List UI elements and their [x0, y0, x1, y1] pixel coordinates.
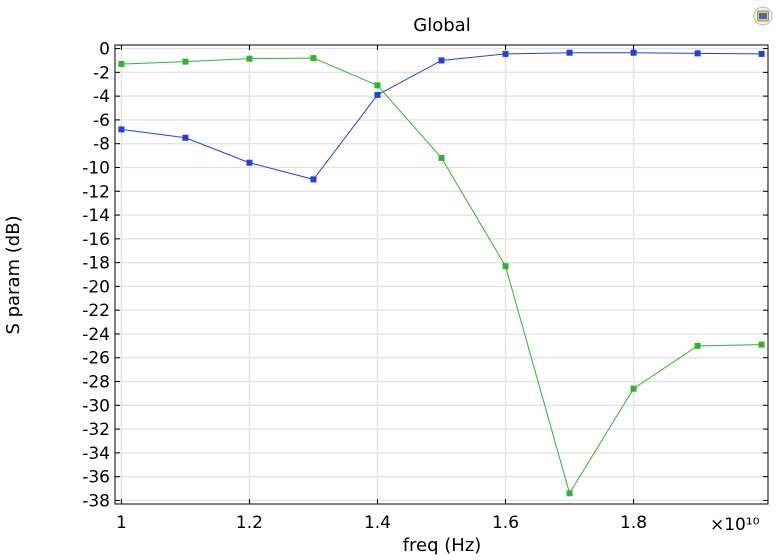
y-tick-label: -20: [82, 277, 110, 297]
series-2-point: [694, 342, 701, 349]
y-axis-label: S param (dB): [3, 215, 24, 334]
series-2-point: [246, 55, 253, 62]
series-1-point: [438, 57, 445, 64]
series-1-point: [310, 176, 317, 183]
series-1-point: [182, 134, 189, 141]
x-axis: 1 1.2 1.4 1.6 1.8: [116, 45, 647, 533]
series-2-point: [758, 341, 765, 348]
y-tick-label: -14: [82, 206, 110, 226]
series-line-2: [121, 57, 762, 495]
y-tick-label: -18: [82, 254, 110, 274]
y-tick-label: -32: [82, 420, 110, 440]
x-tick-label: 1.2: [236, 513, 263, 533]
y-tick-label: -8: [93, 135, 110, 155]
y-tick-label: -2: [93, 63, 110, 83]
x-tick-label: 1.8: [620, 513, 647, 533]
x-multiplier-label: ×10¹⁰: [710, 515, 760, 535]
x-axis-label: freq (Hz): [403, 535, 482, 556]
series-2-point: [310, 55, 317, 62]
series-1-point: [694, 50, 701, 57]
y-tick-label: -4: [93, 87, 110, 107]
y-tick-label: -30: [82, 396, 110, 416]
x-tick-label: 1: [116, 513, 127, 533]
series-2-point: [566, 490, 573, 497]
y-tick-label: -6: [93, 111, 110, 131]
y-tick-label: -12: [82, 182, 110, 202]
window-icon[interactable]: [753, 6, 773, 26]
series-1-point: [758, 50, 765, 57]
series-2-point: [502, 263, 509, 270]
y-tick-label: -28: [82, 373, 110, 393]
y-tick-label: -16: [82, 230, 110, 250]
y-tick-label: -10: [82, 158, 110, 178]
series-2-point: [374, 82, 381, 89]
series-2-point: [182, 58, 189, 65]
series-1-point: [566, 49, 573, 56]
series-2-point: [118, 61, 125, 68]
series-1-point: [374, 91, 381, 98]
series-1-point: [118, 126, 125, 133]
y-tick-label: -22: [82, 301, 110, 321]
series-2-point: [438, 154, 445, 161]
y-tick-label: -26: [82, 349, 110, 369]
series-1-point: [246, 159, 253, 166]
y-tick-label: 0: [99, 40, 110, 60]
y-tick-label: -34: [82, 444, 110, 464]
series-1-point: [502, 50, 509, 57]
x-tick-label: 1.4: [364, 513, 391, 533]
y-tick-label: -36: [82, 468, 110, 488]
series-1-point: [630, 49, 637, 56]
series-layer: [118, 49, 765, 497]
grid: [115, 45, 768, 504]
y-axis: 0 -2 -4 -6 -8 -10 -12 -14 -16 -18 -20 -22 -24 -26 -28 -…: [82, 40, 768, 511]
y-tick-label: -38: [82, 491, 110, 511]
y-tick-label: -24: [82, 325, 110, 345]
chart-title: Global: [413, 15, 470, 36]
x-tick-label: 1.6: [492, 513, 519, 533]
series-2-point: [630, 385, 637, 392]
plot-frame: [114, 44, 769, 505]
